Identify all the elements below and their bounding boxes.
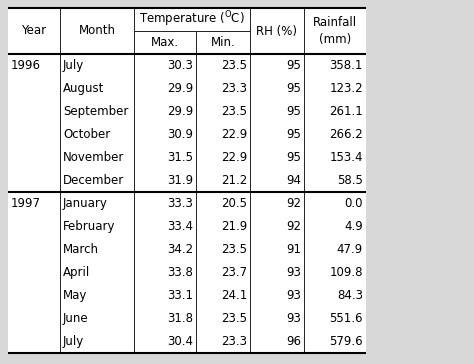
Text: 31.5: 31.5 <box>167 151 193 164</box>
Text: 84.3: 84.3 <box>337 289 363 302</box>
Text: August: August <box>63 82 104 95</box>
Text: 93: 93 <box>286 312 301 325</box>
Text: 22.9: 22.9 <box>221 151 247 164</box>
Text: Rainfall
(mm): Rainfall (mm) <box>313 16 357 46</box>
Text: 95: 95 <box>286 59 301 72</box>
Text: 58.5: 58.5 <box>337 174 363 187</box>
Text: 23.3: 23.3 <box>221 335 247 348</box>
Text: January: January <box>63 197 108 210</box>
Text: 33.3: 33.3 <box>167 197 193 210</box>
Text: 1997: 1997 <box>11 197 41 210</box>
Text: 93: 93 <box>286 289 301 302</box>
Text: Max.: Max. <box>151 36 179 49</box>
Text: 92: 92 <box>286 197 301 210</box>
Text: 94: 94 <box>286 174 301 187</box>
Text: 153.4: 153.4 <box>329 151 363 164</box>
Text: 31.8: 31.8 <box>167 312 193 325</box>
Text: 92: 92 <box>286 220 301 233</box>
Text: June: June <box>63 312 89 325</box>
Text: 95: 95 <box>286 151 301 164</box>
Text: 0.0: 0.0 <box>345 197 363 210</box>
Text: 21.9: 21.9 <box>221 220 247 233</box>
Text: 31.9: 31.9 <box>167 174 193 187</box>
Text: Month: Month <box>79 24 116 37</box>
Text: 93: 93 <box>286 266 301 279</box>
Text: 23.5: 23.5 <box>221 105 247 118</box>
Text: December: December <box>63 174 124 187</box>
Text: Temperature ($^{\mathregular{O}}$C): Temperature ($^{\mathregular{O}}$C) <box>139 10 245 29</box>
Text: 33.1: 33.1 <box>167 289 193 302</box>
Text: 579.6: 579.6 <box>329 335 363 348</box>
Text: Year: Year <box>21 24 46 37</box>
Text: 22.9: 22.9 <box>221 128 247 141</box>
Text: 24.1: 24.1 <box>221 289 247 302</box>
Text: 358.1: 358.1 <box>329 59 363 72</box>
Text: 261.1: 261.1 <box>329 105 363 118</box>
Text: 4.9: 4.9 <box>344 220 363 233</box>
Text: May: May <box>63 289 87 302</box>
Text: 29.9: 29.9 <box>167 82 193 95</box>
Text: 95: 95 <box>286 105 301 118</box>
Text: 96: 96 <box>286 335 301 348</box>
Text: October: October <box>63 128 110 141</box>
Text: February: February <box>63 220 116 233</box>
Text: July: July <box>63 335 84 348</box>
Text: 23.5: 23.5 <box>221 243 247 256</box>
Bar <box>8 8 366 353</box>
Text: 551.6: 551.6 <box>329 312 363 325</box>
Text: April: April <box>63 266 90 279</box>
Text: 21.2: 21.2 <box>221 174 247 187</box>
Text: 33.8: 33.8 <box>167 266 193 279</box>
Text: March: March <box>63 243 99 256</box>
Text: 30.3: 30.3 <box>167 59 193 72</box>
Text: 91: 91 <box>286 243 301 256</box>
Text: 30.4: 30.4 <box>167 335 193 348</box>
Text: 23.5: 23.5 <box>221 59 247 72</box>
Text: 34.2: 34.2 <box>167 243 193 256</box>
Text: RH (%): RH (%) <box>256 24 298 37</box>
Text: 23.7: 23.7 <box>221 266 247 279</box>
Text: 23.3: 23.3 <box>221 82 247 95</box>
Text: 30.9: 30.9 <box>167 128 193 141</box>
Text: 33.4: 33.4 <box>167 220 193 233</box>
Text: November: November <box>63 151 124 164</box>
Text: 20.5: 20.5 <box>221 197 247 210</box>
Text: Min.: Min. <box>210 36 236 49</box>
Text: 109.8: 109.8 <box>329 266 363 279</box>
Text: 23.5: 23.5 <box>221 312 247 325</box>
Text: 47.9: 47.9 <box>337 243 363 256</box>
Text: 266.2: 266.2 <box>329 128 363 141</box>
Text: 1996: 1996 <box>11 59 41 72</box>
Text: 29.9: 29.9 <box>167 105 193 118</box>
Text: 123.2: 123.2 <box>329 82 363 95</box>
Text: July: July <box>63 59 84 72</box>
Text: 95: 95 <box>286 82 301 95</box>
Text: 95: 95 <box>286 128 301 141</box>
Text: September: September <box>63 105 128 118</box>
